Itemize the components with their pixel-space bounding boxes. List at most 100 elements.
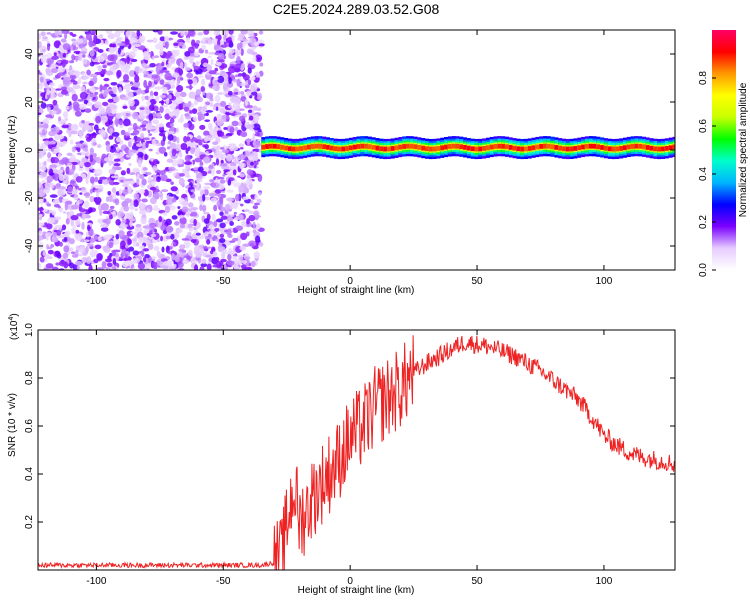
heatmap-cell bbox=[219, 163, 228, 167]
snr-frame bbox=[37, 329, 676, 571]
heatmap-cell bbox=[202, 62, 209, 68]
heatmap-cell bbox=[240, 232, 248, 241]
heatmap-cell bbox=[111, 187, 116, 193]
heatmap-cell bbox=[206, 239, 211, 245]
x-tick-label: 100 bbox=[596, 276, 613, 287]
heatmap-cell bbox=[307, 144, 312, 150]
heatmap-cell bbox=[252, 123, 261, 131]
heatmap-cell bbox=[159, 94, 166, 98]
heatmap-cell bbox=[43, 186, 51, 194]
heatmap-cell bbox=[43, 267, 49, 270]
heatmap-cell bbox=[166, 260, 173, 268]
heatmap-cell bbox=[115, 233, 120, 240]
heatmap-cell bbox=[128, 246, 135, 252]
heatmap-cell bbox=[156, 238, 160, 243]
heatmap-cell bbox=[113, 152, 120, 156]
heatmap-cell bbox=[134, 74, 140, 83]
heatmap-cell bbox=[138, 188, 145, 195]
heatmap-cell bbox=[104, 39, 109, 45]
heatmap-cell bbox=[72, 101, 79, 108]
heatmap-cell bbox=[181, 201, 189, 206]
heatmap-cell bbox=[121, 57, 128, 62]
heatmap-cell bbox=[383, 146, 388, 152]
heatmap-cell bbox=[57, 169, 64, 174]
heatmap-cell bbox=[119, 151, 124, 156]
heatmap-cell bbox=[112, 210, 117, 218]
heatmap-cell bbox=[145, 85, 150, 91]
heatmap-cell bbox=[149, 98, 157, 105]
heatmap-cell bbox=[261, 144, 266, 150]
heatmap-cell bbox=[122, 118, 131, 127]
heatmap-cell bbox=[175, 228, 183, 234]
heatmap-cell bbox=[128, 172, 136, 176]
heatmap-cell bbox=[217, 52, 225, 60]
heatmap-cell bbox=[201, 78, 206, 86]
heatmap-cell bbox=[139, 132, 145, 139]
heatmap-cell bbox=[218, 131, 225, 137]
heatmap-cell bbox=[46, 158, 51, 163]
heatmap-cell bbox=[46, 57, 55, 65]
colorbar-gradient bbox=[712, 30, 736, 270]
heatmap-cell bbox=[149, 197, 157, 205]
heatmap-cell bbox=[208, 70, 217, 75]
heatmap-cell bbox=[89, 176, 95, 184]
heatmap-cell bbox=[108, 194, 113, 203]
heatmap-cell bbox=[153, 55, 160, 59]
heatmap-cell bbox=[94, 189, 102, 193]
heatmap-cell bbox=[493, 144, 498, 149]
heatmap-cell bbox=[463, 145, 468, 150]
heatmap-cell bbox=[156, 112, 162, 119]
heatmap-cell bbox=[142, 127, 147, 131]
heatmap-cell bbox=[592, 143, 597, 149]
heatmap-cell bbox=[112, 257, 117, 265]
heatmap-cell bbox=[213, 76, 219, 81]
heatmap-cell bbox=[432, 146, 437, 152]
heatmap-cell bbox=[607, 146, 612, 152]
heatmap-cell bbox=[128, 148, 132, 156]
heatmap-cell bbox=[543, 143, 548, 149]
heatmap-cell bbox=[113, 163, 121, 167]
snr-scale-note: (x104) bbox=[8, 313, 20, 340]
heatmap-cell bbox=[222, 174, 226, 177]
heatmap-cell bbox=[99, 176, 108, 180]
heatmap-cell bbox=[258, 30, 264, 35]
heatmap-cell bbox=[137, 262, 145, 270]
heatmap-cell bbox=[46, 175, 54, 183]
heatmap-cell bbox=[96, 156, 101, 164]
heatmap-cell bbox=[48, 168, 54, 176]
heatmap-cell bbox=[213, 204, 218, 212]
heatmap-cell bbox=[248, 210, 254, 215]
heatmap-cell bbox=[89, 154, 94, 163]
heatmap-cell bbox=[177, 206, 181, 209]
heatmap-cell bbox=[38, 33, 42, 40]
heatmap-cell bbox=[95, 115, 102, 124]
heatmap-cell bbox=[111, 131, 120, 137]
heatmap-cell bbox=[216, 169, 222, 175]
heatmap-cell bbox=[248, 240, 256, 247]
heatmap-cell bbox=[201, 258, 207, 264]
heatmap-cell bbox=[93, 37, 97, 44]
heatmap-cell bbox=[83, 99, 89, 105]
heatmap-cell bbox=[81, 212, 86, 221]
heatmap-cell bbox=[227, 170, 234, 178]
heatmap-cell bbox=[97, 236, 102, 242]
heatmap-cell bbox=[110, 81, 118, 86]
heatmap-cell bbox=[61, 179, 68, 184]
heatmap-cell bbox=[234, 259, 243, 265]
heatmap-cell bbox=[153, 204, 159, 211]
heatmap-cell bbox=[48, 209, 53, 214]
heatmap-cell bbox=[202, 144, 207, 148]
heatmap-cell bbox=[108, 135, 114, 140]
heatmap-cell bbox=[118, 86, 122, 93]
heatmap-cell bbox=[250, 200, 254, 204]
heatmap-cell bbox=[219, 246, 226, 252]
svg-text:(x104): (x104) bbox=[8, 313, 20, 340]
heatmap-cell bbox=[259, 62, 264, 67]
heatmap-cell bbox=[141, 109, 147, 113]
heatmap-cell bbox=[172, 72, 180, 79]
heatmap-cell bbox=[38, 161, 42, 169]
heatmap-cell bbox=[217, 92, 224, 95]
heatmap-cell bbox=[143, 79, 148, 88]
heatmap-cell bbox=[664, 145, 669, 151]
y-tick-label: -40 bbox=[24, 238, 35, 253]
